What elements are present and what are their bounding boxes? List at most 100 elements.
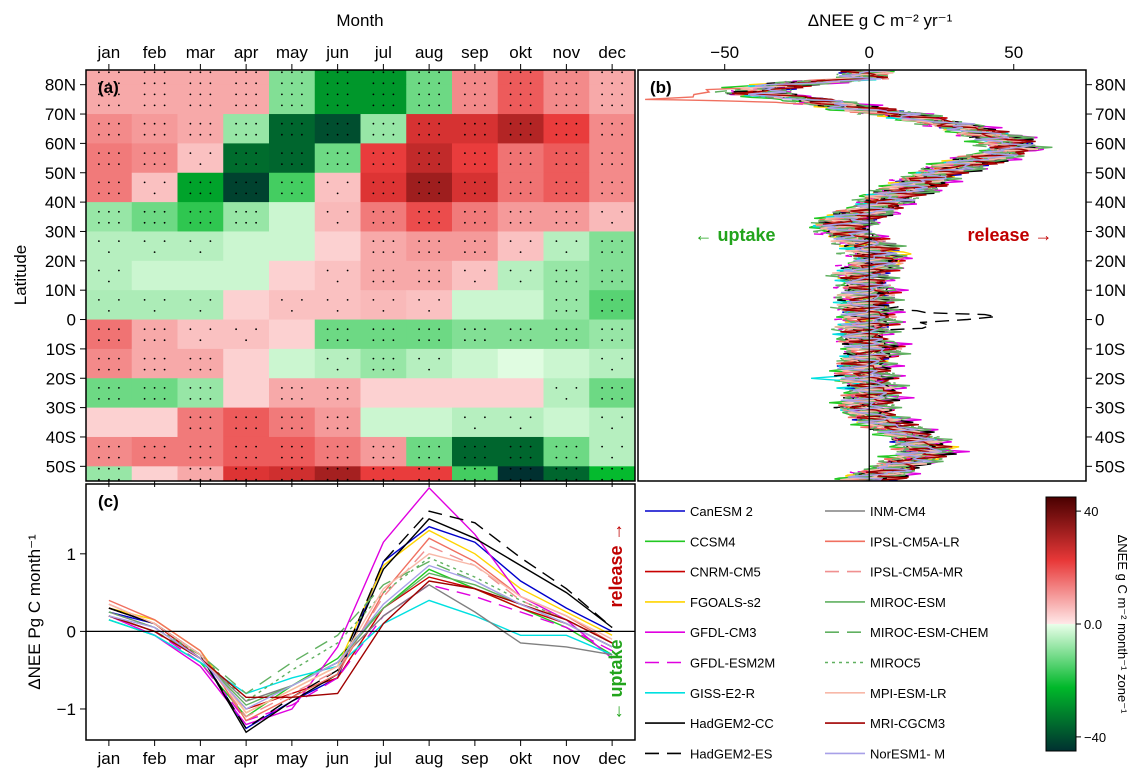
significance-dot	[621, 445, 623, 448]
significance-dot	[108, 280, 110, 283]
heatmap-cell	[177, 466, 224, 482]
significance-dot	[98, 467, 100, 470]
significance-dot	[474, 71, 476, 74]
significance-dot	[438, 82, 440, 85]
significance-dot	[118, 478, 120, 481]
significance-dot	[209, 221, 212, 224]
significance-dot	[519, 122, 522, 125]
significance-dot	[291, 93, 293, 96]
heatmap-cell	[406, 466, 453, 482]
significance-dot	[428, 368, 430, 371]
significance-dot	[601, 71, 603, 74]
panel-c-label: (c)	[98, 492, 119, 511]
significance-dot	[346, 328, 349, 331]
seasonal-lines	[108, 486, 613, 734]
significance-dot	[235, 192, 238, 195]
significance-dot	[575, 152, 578, 155]
significance-dot	[464, 416, 466, 419]
significance-dot	[209, 299, 212, 301]
significance-dot	[326, 467, 329, 470]
significance-dot	[428, 104, 430, 107]
significance-dot	[529, 240, 532, 243]
significance-dot	[235, 456, 238, 459]
seasonal-month-tick-label: dec	[598, 749, 626, 768]
significance-dot	[575, 104, 578, 107]
significance-dot	[255, 104, 257, 107]
significance-dot	[372, 328, 375, 331]
heatmap-cell	[269, 231, 316, 262]
heatmap-cell	[497, 172, 544, 203]
significance-dot	[336, 416, 339, 419]
significance-dot	[464, 328, 466, 331]
significance-dot	[153, 71, 156, 74]
heatmap-cell	[589, 231, 636, 262]
latitude-tick-label: 50N	[45, 164, 76, 183]
heatmap-cell	[589, 70, 636, 86]
significance-dot	[291, 310, 293, 312]
panel-a-label: (a)	[98, 78, 119, 97]
significance-dot	[326, 456, 329, 459]
significance-dot	[575, 221, 578, 224]
significance-dot	[189, 357, 192, 360]
significance-dot	[529, 93, 532, 96]
heatmap-cell	[497, 407, 544, 438]
significance-dot	[143, 368, 146, 371]
profile-latitude-tick-label: 60N	[1095, 134, 1126, 153]
significance-dot	[209, 445, 212, 448]
significance-dot	[118, 445, 120, 448]
significance-dot	[372, 299, 375, 301]
heatmap-cell	[131, 319, 178, 350]
significance-dot	[163, 456, 166, 459]
significance-dot	[98, 93, 100, 96]
significance-dot	[118, 192, 120, 195]
significance-dot	[509, 71, 512, 74]
significance-dot	[418, 328, 420, 331]
heatmap-cell	[543, 466, 590, 482]
seasonal-y-tick-label: 0	[67, 622, 76, 641]
heatmap-cell	[223, 260, 270, 291]
significance-dot	[382, 445, 385, 448]
significance-dot	[428, 210, 430, 213]
significance-dot	[336, 445, 339, 448]
significance-dot	[281, 456, 283, 459]
significance-dot	[153, 387, 156, 389]
significance-dot	[575, 467, 578, 470]
heatmap-cell	[131, 70, 178, 86]
significance-dot	[255, 163, 257, 166]
heatmap-cell	[314, 407, 361, 438]
heatmap-cell	[314, 143, 361, 174]
seasonal-month-tick-label: aug	[415, 749, 443, 768]
significance-dot	[209, 398, 212, 400]
significance-dot	[209, 210, 212, 213]
significance-dot	[118, 104, 120, 107]
heatmap-cell	[177, 143, 224, 174]
heatmap-cell	[452, 143, 499, 174]
significance-dot	[372, 93, 375, 96]
significance-dot	[372, 82, 375, 85]
significance-dot	[464, 445, 466, 448]
significance-dot	[519, 192, 522, 195]
heatmap-cell	[543, 84, 590, 115]
significance-dot	[301, 299, 303, 301]
significance-dot	[281, 299, 283, 301]
significance-dot	[346, 163, 349, 166]
significance-dot	[336, 122, 339, 125]
heatmap-cell	[360, 260, 407, 291]
heatmap-cell	[86, 260, 133, 291]
significance-dot	[382, 456, 385, 459]
latitude-tick-label: 20S	[46, 369, 76, 388]
significance-dot	[474, 152, 476, 155]
significance-dot	[199, 339, 202, 342]
legend-label: HadGEM2-CC	[690, 716, 774, 731]
significance-dot	[189, 467, 192, 470]
significance-dot	[108, 71, 110, 74]
heatmap-cell	[131, 114, 178, 144]
significance-dot	[382, 251, 385, 254]
significance-dot	[255, 210, 257, 213]
significance-dot	[621, 240, 623, 243]
significance-dot	[529, 122, 532, 125]
significance-dot	[428, 133, 430, 136]
significance-dot	[418, 456, 420, 459]
significance-dot	[601, 387, 603, 389]
significance-dot	[326, 445, 329, 448]
